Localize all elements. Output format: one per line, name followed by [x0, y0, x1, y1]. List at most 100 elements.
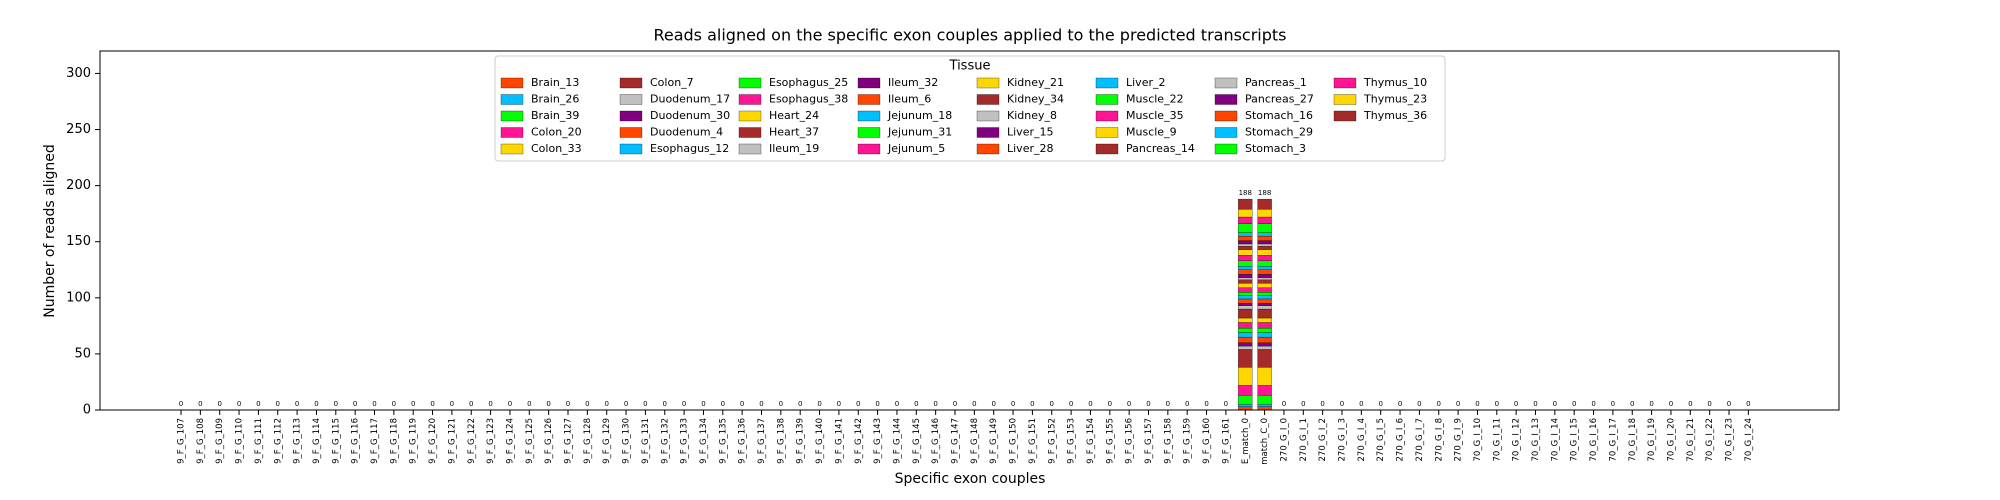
x-tick-label: 270_G_I_4	[1357, 418, 1367, 461]
bar-segment	[1257, 298, 1272, 304]
bar-segment	[1238, 322, 1253, 329]
legend-swatch	[976, 143, 1000, 155]
x-tick-label: 9_F_G_107	[177, 418, 187, 464]
y-tick-label: 300	[66, 66, 91, 81]
x-tick-label: 70_G_I_10	[1473, 418, 1483, 461]
x-tick-label: 9_F_G_132	[660, 418, 670, 464]
value-label: 188	[1239, 189, 1252, 197]
bar-segment	[1257, 303, 1272, 306]
bar-segment	[1257, 292, 1272, 296]
x-tick-label: 9_F_G_153	[1067, 418, 1077, 464]
value-label: 0	[1495, 400, 1499, 408]
x-tick-label: 9_F_G_150	[1009, 418, 1019, 464]
legend-swatch	[500, 127, 524, 138]
value-label: 0	[1030, 400, 1034, 408]
value-label: 0	[1746, 400, 1750, 408]
legend-swatch	[738, 110, 762, 122]
value-label: 0	[1166, 400, 1170, 408]
legend-label: Muscle_22	[1126, 93, 1184, 106]
bar-segment	[1238, 255, 1253, 261]
legend-swatch	[1333, 110, 1357, 122]
value-label: 0	[701, 400, 705, 408]
bar-segment	[1238, 308, 1253, 319]
value-label: 0	[856, 400, 860, 408]
value-label: 0	[527, 400, 531, 408]
legend-label: Esophagus_38	[769, 93, 848, 106]
legend-label: Duodenum_17	[650, 93, 730, 106]
legend-swatch	[619, 77, 643, 89]
bar-segment	[1257, 342, 1272, 347]
value-label: 0	[334, 400, 338, 408]
value-label: 0	[1398, 400, 1402, 408]
value-label: 0	[295, 400, 299, 408]
x-tick-label: 270_G_I_1	[1299, 418, 1309, 461]
x-tick-label: 270_G_I_5	[1376, 418, 1386, 461]
y-tick-label: 0	[83, 403, 91, 418]
bar-segment	[1238, 277, 1253, 281]
x-tick-label: 70_G_I_21	[1686, 418, 1696, 461]
x-tick-label: 9_F_G_113	[293, 418, 303, 464]
value-label: 0	[508, 400, 512, 408]
x-tick-label: 70_G_I_23	[1725, 418, 1735, 461]
value-label: 0	[1050, 400, 1054, 408]
x-tick-label: 70_G_I_18	[1628, 418, 1638, 461]
legend-title: Tissue	[949, 59, 991, 74]
legend-swatch	[976, 77, 1000, 89]
value-label: 0	[198, 400, 202, 408]
x-tick-label: 9_F_G_115	[331, 418, 341, 464]
value-label: 0	[411, 400, 415, 408]
legend-label: Duodenum_30	[650, 109, 730, 122]
legend-label: Thymus_10	[1363, 76, 1427, 89]
value-label: 0	[1088, 400, 1092, 408]
bar-segment	[1238, 303, 1253, 306]
legend-swatch	[619, 127, 643, 138]
x-tick-label: 9_F_G_148	[970, 418, 980, 464]
bar-segment	[1257, 274, 1272, 278]
legend-swatch	[619, 94, 643, 105]
value-label: 0	[1630, 400, 1634, 408]
x-tick-label: 70_G_I_12	[1512, 418, 1522, 461]
bar-segment	[1257, 269, 1272, 275]
bar-segment	[1238, 279, 1253, 284]
legend-swatch	[1214, 77, 1238, 89]
x-tick-label: 9_F_G_124	[505, 418, 515, 464]
bar-segment	[1238, 269, 1253, 275]
legend-swatch	[1214, 110, 1238, 122]
bar-segment	[1238, 266, 1253, 270]
bar-segment	[1257, 260, 1272, 267]
value-label: 0	[1475, 400, 1479, 408]
bar-segment	[1238, 249, 1253, 256]
bar-segment	[1238, 332, 1253, 338]
y-tick-label: 250	[66, 122, 91, 137]
x-tick-label: 9_F_G_111	[254, 418, 264, 464]
value-label: 0	[469, 400, 473, 408]
bar-segment	[1238, 342, 1253, 347]
legend-swatch	[1095, 127, 1119, 138]
x-tick-label: 9_F_G_141	[834, 418, 844, 464]
x-tick-label: 9_F_G_119	[409, 418, 419, 464]
bar-segment	[1257, 255, 1272, 261]
bar-segment	[1257, 406, 1272, 411]
bar-segment	[1238, 292, 1253, 296]
bar-segment	[1257, 327, 1272, 333]
value-label: 0	[1011, 400, 1015, 408]
value-label: 0	[546, 400, 550, 408]
legend-box	[494, 55, 1446, 162]
x-tick-label: 9_F_G_144	[892, 418, 902, 464]
bar-segment	[1238, 317, 1253, 323]
bar-segment	[1238, 295, 1253, 300]
value-label: 0	[1127, 400, 1131, 408]
bar-segment	[1257, 216, 1272, 224]
bar-segment	[1238, 305, 1253, 310]
value-label: 0	[643, 400, 647, 408]
legend-swatch	[857, 127, 881, 138]
x-tick-label: 9_F_G_116	[351, 418, 361, 464]
bar-segment	[1238, 274, 1253, 278]
bar-segment	[1257, 385, 1272, 396]
legend-label: Kidney_8	[1007, 109, 1057, 122]
legend-swatch	[1214, 143, 1238, 155]
value-label: 0	[392, 400, 396, 408]
value-label: 0	[217, 400, 221, 408]
bar-segment	[1257, 404, 1272, 407]
